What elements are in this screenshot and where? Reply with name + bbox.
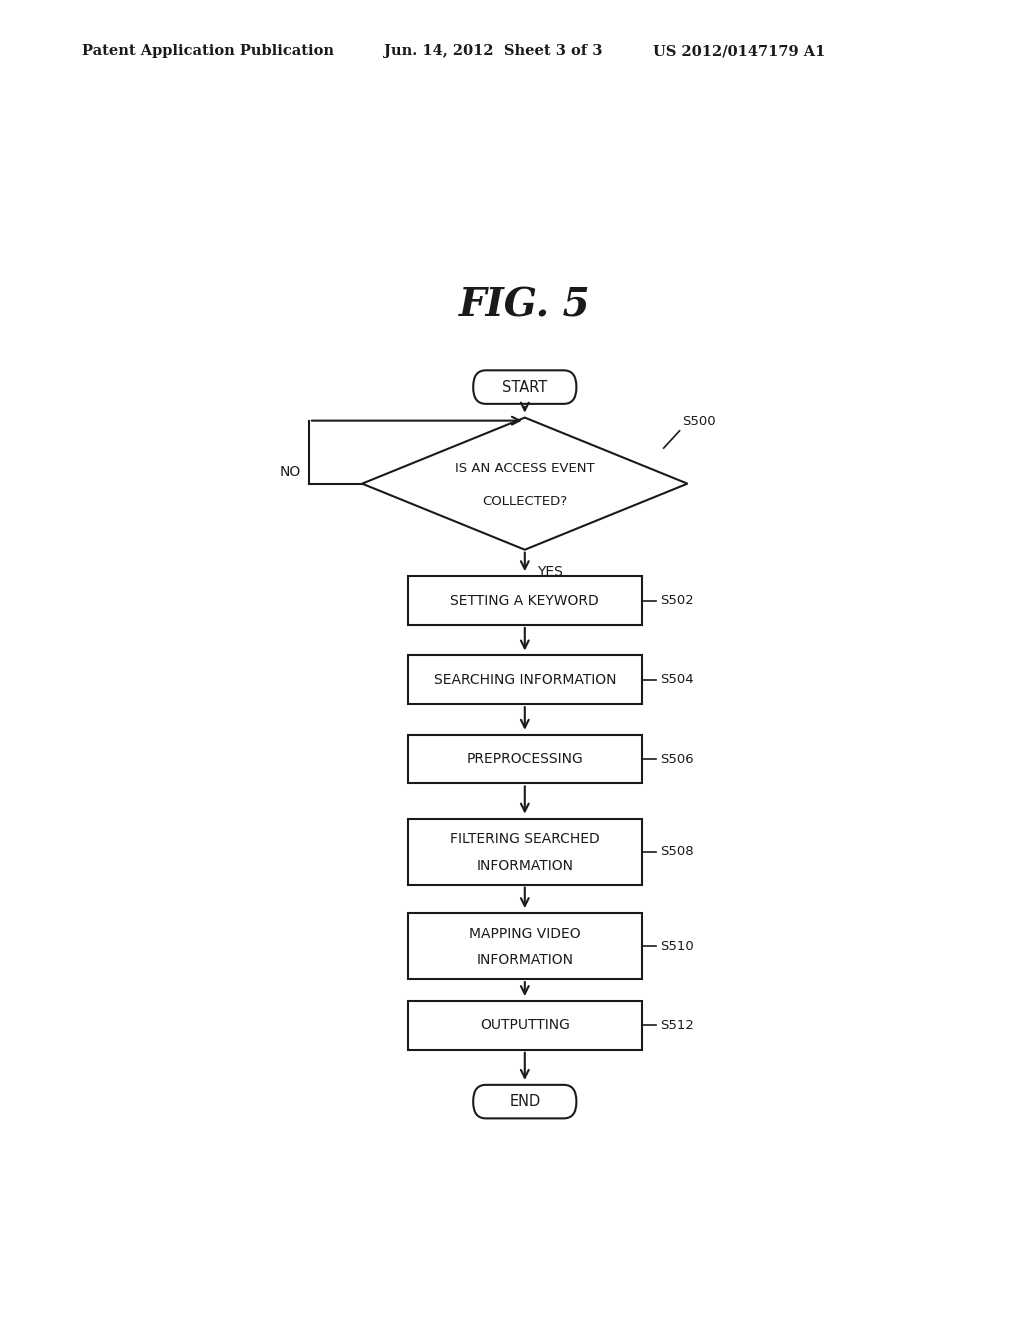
Text: MAPPING VIDEO: MAPPING VIDEO (469, 927, 581, 941)
Text: S508: S508 (660, 845, 693, 858)
Text: S510: S510 (660, 940, 694, 953)
Bar (408, 818, 642, 884)
Text: YES: YES (537, 565, 562, 579)
Bar (408, 735, 642, 784)
Bar (408, 576, 642, 624)
Bar (408, 656, 642, 704)
Text: FIG. 5: FIG. 5 (459, 286, 591, 325)
Text: INFORMATION: INFORMATION (476, 953, 573, 968)
Text: SEARCHING INFORMATION: SEARCHING INFORMATION (433, 673, 616, 686)
Text: FILTERING SEARCHED: FILTERING SEARCHED (450, 833, 600, 846)
Text: START: START (502, 380, 548, 395)
Bar (408, 913, 642, 979)
Text: S512: S512 (660, 1019, 694, 1032)
Text: Patent Application Publication: Patent Application Publication (82, 45, 334, 58)
Text: NO: NO (280, 465, 301, 479)
Text: IS AN ACCESS EVENT: IS AN ACCESS EVENT (455, 462, 595, 475)
FancyBboxPatch shape (473, 371, 577, 404)
FancyBboxPatch shape (473, 1085, 577, 1118)
Text: S504: S504 (660, 673, 693, 686)
Bar (408, 1001, 642, 1049)
Text: INFORMATION: INFORMATION (476, 859, 573, 873)
Text: PREPROCESSING: PREPROCESSING (466, 752, 584, 766)
Text: END: END (509, 1094, 541, 1109)
Text: S500: S500 (682, 414, 716, 428)
Text: Jun. 14, 2012  Sheet 3 of 3: Jun. 14, 2012 Sheet 3 of 3 (384, 45, 602, 58)
Text: COLLECTED?: COLLECTED? (482, 495, 567, 508)
Text: S502: S502 (660, 594, 694, 607)
Text: S506: S506 (660, 752, 693, 766)
Text: US 2012/0147179 A1: US 2012/0147179 A1 (653, 45, 825, 58)
Text: SETTING A KEYWORD: SETTING A KEYWORD (451, 594, 599, 607)
Text: OUTPUTTING: OUTPUTTING (480, 1019, 569, 1032)
